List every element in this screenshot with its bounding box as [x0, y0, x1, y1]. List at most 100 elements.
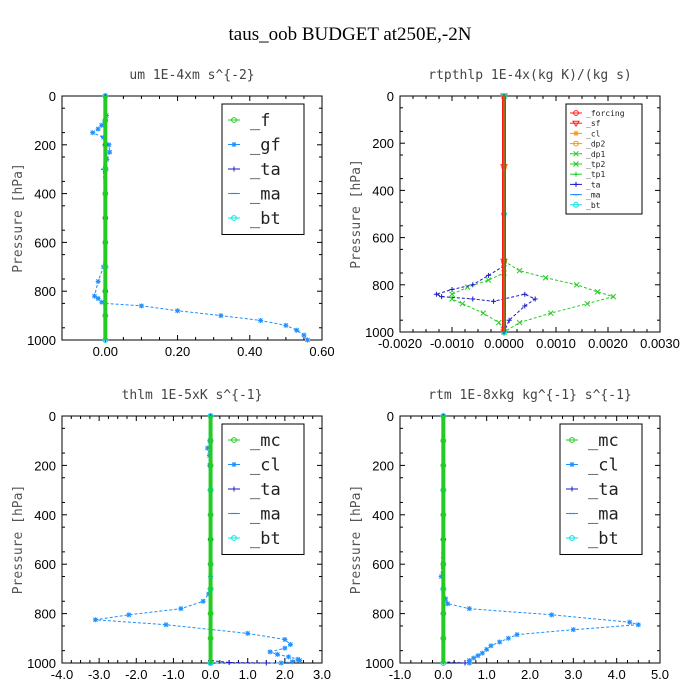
legend-entry: _tp2	[586, 160, 605, 169]
series-cl-point	[282, 645, 288, 651]
series-ta-point	[226, 660, 232, 666]
y-axis-label: Pressure [hPa]	[349, 159, 364, 269]
panels: um 1E-4xm s^{-2} Pressure [hPa] 0 200 400 600…	[11, 68, 680, 682]
x-tick-label: 5.0	[651, 667, 669, 682]
legend-entry: _bt	[250, 209, 281, 229]
legend-entry: _ta	[250, 480, 281, 500]
legend-entry: _tp1	[586, 170, 605, 179]
series-line	[451, 96, 505, 333]
series-line	[503, 96, 616, 333]
series-dp1-point	[516, 319, 523, 326]
figure-title: taus_oob BUDGET at250E,-2N	[229, 24, 472, 45]
panel-title: thlm 1E-5xK s^{-1}	[122, 388, 263, 403]
series-cl-point	[484, 646, 490, 652]
legend-entry: _bt	[586, 201, 601, 210]
series-ta-point	[491, 298, 497, 304]
legend-entry: _dp1	[586, 150, 605, 159]
series-tp2-point	[459, 300, 466, 307]
panel-title: rtpthlp 1E-4x(kg K)/(kg s)	[428, 68, 632, 83]
panel-1: um 1E-4xm s^{-2} Pressure [hPa] 0 200 400 600…	[11, 68, 335, 359]
series-gf-point	[95, 296, 101, 302]
y-tick-label: 800	[372, 278, 394, 293]
series-gf-point	[283, 322, 289, 328]
series-cl-point	[278, 660, 284, 666]
x-tick-label: 0.0020	[588, 336, 628, 351]
x-tick-label: 0.20	[165, 344, 190, 359]
series-ta-point	[485, 272, 491, 278]
legend-entry: _mc	[588, 431, 619, 451]
y-tick-label: 600	[34, 557, 56, 572]
x-tick-label: -4.0	[51, 667, 73, 682]
legend-entry: _ma	[250, 185, 281, 205]
legend-point	[573, 150, 579, 157]
series-ta-point	[506, 317, 512, 323]
legend-entry: _bt	[250, 529, 281, 549]
series-cl-point	[505, 635, 511, 641]
series-tp2-point	[480, 310, 487, 316]
series-gf-point	[106, 142, 112, 148]
series-cl-point	[466, 660, 472, 666]
series-ta-point	[433, 291, 439, 297]
series-tp2-point	[449, 291, 455, 298]
series-line	[434, 96, 537, 333]
y-tick-label: 800	[34, 284, 56, 299]
series-cl-point	[289, 659, 295, 665]
legend: _mc _cl _ta _ma _bt	[559, 423, 643, 555]
x-tick-label: 4.0	[608, 667, 626, 682]
series-cl-point	[488, 643, 494, 649]
series-tp2-point	[495, 319, 502, 326]
panel-2: rtpthlp 1E-4x(kg K)/(kg s) Pressure [hPa]…	[349, 68, 680, 351]
y-tick-label: 600	[372, 231, 394, 246]
legend-point	[569, 486, 575, 492]
legend-entry: _ta	[586, 180, 601, 189]
x-tick-label: 3.0	[564, 667, 582, 682]
x-tick-label: 2.0	[521, 667, 539, 682]
x-tick-label: -2.0	[125, 667, 147, 682]
series-ta-point	[532, 296, 538, 302]
y-tick-label: 600	[34, 235, 56, 250]
series-gf-point	[175, 308, 181, 314]
x-tick-label: 3.0	[313, 667, 331, 682]
legend-entry: _mc	[250, 431, 281, 451]
series-cl-point	[297, 658, 303, 664]
y-tick-label: 800	[372, 607, 394, 622]
series-cl-point	[497, 639, 503, 645]
x-tick-label: 0.0	[434, 667, 452, 682]
series-cl-point	[163, 622, 169, 628]
series-cl-point	[274, 651, 280, 657]
series-gf-point	[138, 303, 144, 309]
series-ta-point	[449, 287, 455, 293]
y-tick-label: 1000	[365, 325, 394, 340]
legend-entry: _ta	[250, 160, 281, 180]
series-dp1-point	[542, 274, 549, 281]
series-cl-point	[245, 630, 251, 636]
series-ta-point	[522, 303, 528, 309]
legend-entry: _ta	[588, 480, 619, 500]
legend-entry: _cl	[586, 129, 601, 138]
x-tick-label: 0.00	[93, 344, 118, 359]
y-tick-label: 400	[34, 187, 56, 202]
series-line	[95, 415, 302, 664]
x-tick-label: 1.0	[478, 667, 496, 682]
x-tick-label: -1.0	[162, 667, 184, 682]
series-cl-point	[445, 601, 451, 607]
legend-point	[231, 535, 237, 541]
x-tick-label: 0.0	[202, 667, 220, 682]
y-axis-label: Pressure [hPa]	[349, 485, 364, 595]
series-gf-point	[95, 126, 101, 132]
legend-box	[565, 103, 643, 215]
legend-entry: _ma	[586, 191, 601, 200]
x-tick-label: -0.0010	[430, 336, 474, 351]
series-cl-point	[475, 653, 481, 659]
legend-point	[573, 161, 579, 167]
series-cl-point	[479, 650, 485, 656]
y-tick-label: 400	[34, 508, 56, 523]
x-tick-label: 0.0000	[484, 336, 524, 351]
series-cl-point	[178, 606, 184, 612]
panel-title: rtm 1E-8xkg kg^{-1} s^{-1}	[428, 388, 632, 403]
legend-point	[573, 130, 579, 136]
legend-point	[569, 462, 575, 467]
x-tick-label: 0.60	[309, 344, 334, 359]
legend-point	[231, 117, 237, 123]
